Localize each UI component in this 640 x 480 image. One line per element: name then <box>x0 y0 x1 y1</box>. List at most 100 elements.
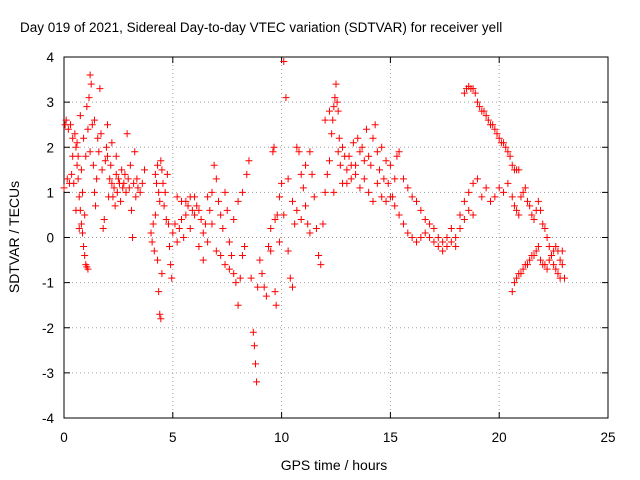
y-axis-label: SDTVAR / TECUs <box>6 181 22 293</box>
data-point <box>550 261 558 269</box>
data-point <box>73 139 81 147</box>
data-point <box>131 148 139 156</box>
data-point <box>378 193 386 201</box>
data-point <box>519 188 527 196</box>
data-point <box>426 220 434 228</box>
data-point <box>90 188 98 196</box>
data-point <box>260 283 268 291</box>
data-point <box>100 215 108 223</box>
data-point <box>489 121 497 129</box>
x-tick-label: 0 <box>60 430 68 445</box>
data-point <box>391 175 399 183</box>
data-point <box>334 148 342 156</box>
data-point <box>112 170 120 178</box>
data-point <box>335 134 343 142</box>
data-point <box>251 360 259 368</box>
data-point <box>452 234 460 241</box>
data-point <box>297 170 305 178</box>
data-point <box>306 229 314 237</box>
data-point <box>325 157 333 165</box>
data-point <box>212 175 220 183</box>
data-point <box>80 134 88 142</box>
data-point <box>399 220 407 228</box>
data-point <box>249 328 257 336</box>
data-point <box>167 261 175 269</box>
data-point <box>271 288 279 296</box>
data-point <box>173 193 181 201</box>
data-point <box>262 292 270 300</box>
data-point <box>447 238 455 246</box>
data-point <box>98 166 106 174</box>
data-point <box>193 202 201 210</box>
data-point <box>275 238 283 246</box>
data-point <box>199 229 207 237</box>
data-point <box>74 152 82 160</box>
data-point <box>378 143 386 151</box>
data-point <box>197 215 205 223</box>
data-point <box>339 143 347 151</box>
data-point <box>421 229 429 237</box>
data-point <box>164 220 172 228</box>
data-point <box>129 234 137 241</box>
data-point <box>225 265 233 273</box>
data-point <box>426 234 434 241</box>
data-point <box>204 238 212 246</box>
data-point <box>280 58 288 66</box>
data-point <box>500 139 508 147</box>
data-point <box>530 215 538 223</box>
data-point <box>83 103 91 111</box>
data-point <box>178 215 186 223</box>
data-point <box>486 197 494 205</box>
data-point <box>225 238 233 246</box>
data-point <box>74 175 82 183</box>
data-point <box>223 206 231 214</box>
data-point <box>96 85 104 93</box>
data-point <box>376 166 384 174</box>
data-point <box>201 220 209 228</box>
data-point <box>332 80 340 88</box>
axis-ticks: 0 5 10 15 20 25 -4 -3 -2 -1 0 1 2 3 4 <box>42 50 616 445</box>
data-point <box>304 220 312 228</box>
data-point <box>141 166 149 174</box>
data-point <box>491 193 499 201</box>
data-point <box>123 130 131 138</box>
data-point <box>134 184 142 192</box>
data-point <box>87 80 95 88</box>
data-point <box>310 193 318 201</box>
data-point <box>130 179 138 187</box>
x-tick-label: 15 <box>383 430 398 445</box>
data-point <box>133 175 141 183</box>
data-point <box>68 170 76 178</box>
data-point <box>75 193 83 201</box>
data-point <box>157 315 165 323</box>
data-point <box>214 197 222 205</box>
data-point <box>126 161 134 169</box>
data-point <box>84 125 92 133</box>
data-point <box>186 193 194 201</box>
data-point <box>282 94 290 102</box>
data-point <box>510 202 518 210</box>
data-point <box>112 152 120 160</box>
data-point <box>160 202 168 210</box>
data-point <box>245 157 253 165</box>
data-point <box>60 184 68 192</box>
data-point <box>221 261 229 269</box>
data-point <box>182 211 190 219</box>
data-point <box>539 220 547 228</box>
data-point <box>333 98 341 106</box>
data-point <box>552 265 560 273</box>
data-point <box>69 134 77 142</box>
data-point <box>508 161 516 169</box>
data-point <box>421 215 429 223</box>
y-tick-label: 3 <box>46 95 54 110</box>
data-point <box>107 161 115 169</box>
data-point <box>302 161 310 169</box>
data-point <box>443 243 451 251</box>
data-point <box>469 85 477 93</box>
data-point <box>94 134 102 142</box>
data-point <box>515 211 523 219</box>
data-point <box>495 184 503 192</box>
data-point <box>504 179 512 187</box>
data-point <box>347 161 355 169</box>
